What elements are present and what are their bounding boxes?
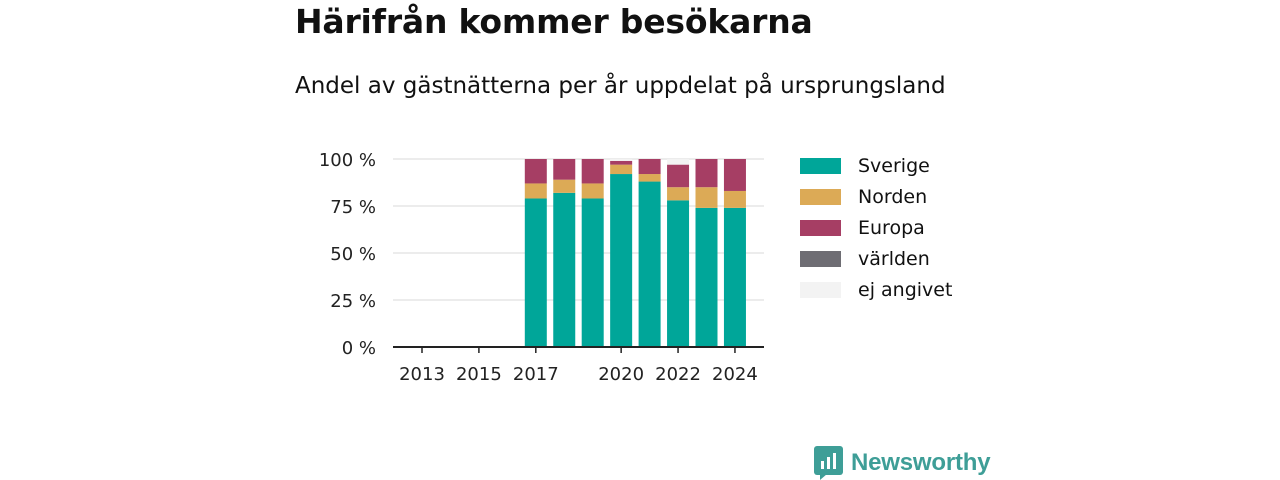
legend-swatch: [800, 219, 841, 236]
legend-item: Europa: [800, 212, 952, 243]
bar-segment: [524, 183, 547, 199]
legend-label: ej angivet: [858, 278, 953, 301]
bar-segment: [610, 159, 633, 161]
legend-item: Sverige: [800, 150, 952, 181]
bar-segment: [553, 159, 576, 180]
legend-item: världen: [800, 243, 952, 274]
y-tick-label: 50 %: [330, 244, 376, 265]
brand-name: Newsworthy: [851, 449, 991, 476]
legend: Sverige Norden Europa världen ej angivet: [800, 150, 952, 305]
y-tick-label: 100 %: [319, 150, 376, 171]
legend-swatch: [800, 250, 841, 267]
legend-swatch: [800, 281, 841, 298]
x-tick-label: 2020: [598, 364, 644, 385]
chart-subtitle: Andel av gästnätterna per år uppdelat på…: [295, 73, 946, 99]
x-tick-label: 2013: [399, 364, 445, 385]
bars: [524, 159, 746, 347]
legend-swatch: [800, 157, 841, 174]
bar-segment: [638, 159, 661, 175]
legend-label: Norden: [858, 185, 928, 208]
bar-segment: [610, 164, 633, 175]
legend-item: ej angivet: [800, 274, 952, 305]
brand-logo: Newsworthy: [814, 446, 991, 480]
bar-segment: [524, 159, 547, 184]
y-tick-label: 25 %: [330, 291, 376, 312]
bar-segment: [553, 179, 576, 193]
legend-swatch: [800, 188, 841, 205]
bar-segment: [553, 192, 576, 347]
bar-segment: [667, 164, 690, 188]
axes: 0 % 25 % 50 % 75 % 100 % 2013 2015 2017 2020 2022…: [319, 150, 764, 385]
legend-label: världen: [858, 247, 930, 270]
x-tick-label: 2015: [456, 364, 502, 385]
bar-segment: [667, 187, 690, 201]
y-tick-label: 0 %: [342, 338, 376, 359]
bar-segment: [581, 198, 604, 347]
bar-segment: [638, 181, 661, 347]
bar-segment: [610, 174, 633, 347]
bar-segment: [610, 160, 633, 165]
bar-chart-speech-bubble-icon: [814, 446, 843, 480]
legend-label: Europa: [858, 216, 925, 239]
legend-item: Norden: [800, 181, 952, 212]
bar-segment: [581, 159, 604, 184]
bar-segment: [695, 187, 718, 208]
bar-segment: [667, 200, 690, 347]
x-tick-label: 2024: [712, 364, 758, 385]
bar-segment: [723, 207, 746, 347]
bar-segment: [723, 190, 746, 208]
x-tick-label: 2017: [513, 364, 559, 385]
bar-segment: [723, 159, 746, 191]
bar-segment: [667, 159, 690, 165]
bar-segment: [524, 198, 547, 347]
x-tick-label: 2022: [655, 364, 701, 385]
bar-segment: [638, 174, 661, 182]
chart-title: Härifrån kommer besökarna: [295, 2, 813, 41]
legend-label: Sverige: [858, 154, 930, 177]
bar-segment: [695, 159, 718, 188]
bar-segment: [695, 207, 718, 347]
bar-segment: [581, 183, 604, 199]
y-tick-label: 75 %: [330, 197, 376, 218]
